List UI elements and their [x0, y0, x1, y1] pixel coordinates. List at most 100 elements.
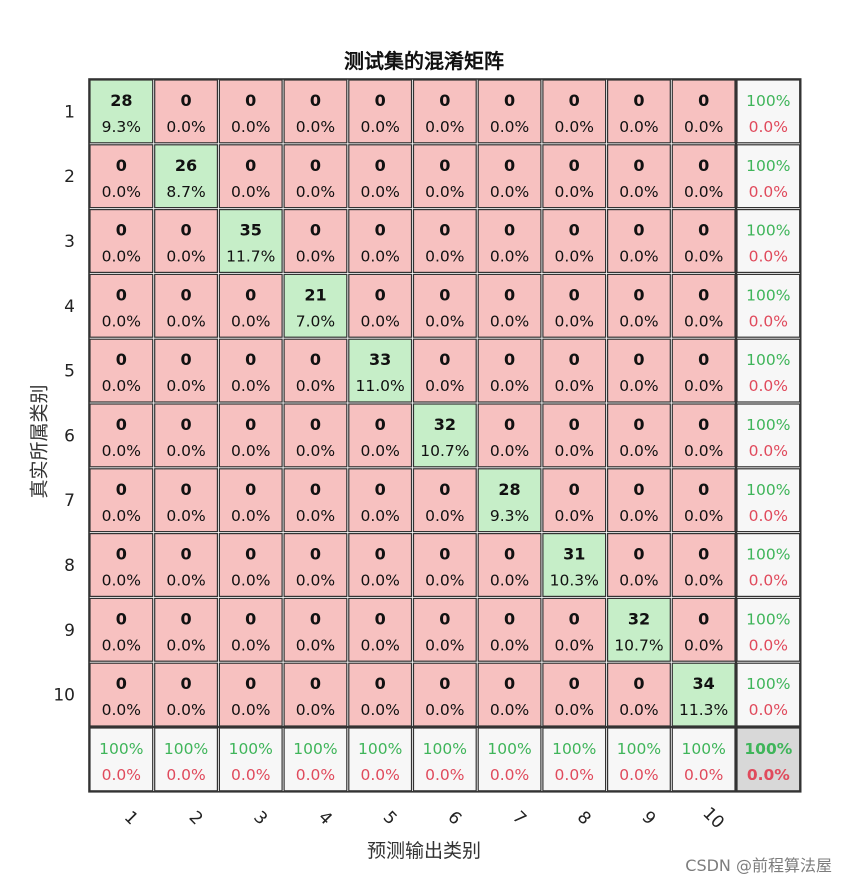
cell-percent: 0.0% [231, 572, 270, 590]
col-error-rate: 0.0% [555, 766, 594, 784]
row-miss-rate: 0.0% [749, 118, 788, 136]
cell-percent: 0.0% [166, 701, 205, 719]
cell-count: 0 [180, 674, 191, 693]
cell-percent: 0.0% [231, 507, 270, 525]
cell-count: 0 [504, 674, 515, 693]
error-cell [89, 662, 154, 727]
error-cell [154, 662, 218, 727]
cell-percent: 11.0% [356, 377, 405, 395]
error-cell [218, 662, 283, 727]
y-tick-label: 4 [64, 297, 75, 317]
correct-cell [542, 532, 607, 597]
cell-count: 0 [633, 415, 644, 434]
cell-count: 0 [504, 350, 515, 369]
error-cell [218, 338, 283, 403]
col-error-rate: 0.0% [360, 766, 399, 784]
error-cell [671, 79, 736, 144]
x-tick-label: 8 [573, 807, 595, 829]
cell-percent: 0.0% [231, 442, 270, 460]
error-cell [348, 209, 413, 274]
error-cell [154, 403, 218, 468]
cell-percent: 0.0% [490, 118, 529, 136]
cell-percent: 10.7% [614, 636, 663, 654]
cell-percent: 0.0% [684, 572, 723, 590]
error-cell [412, 597, 477, 662]
cell-count: 0 [439, 350, 450, 369]
cell-count: 0 [180, 221, 191, 240]
cell-count: 34 [693, 674, 715, 693]
error-cell [154, 209, 218, 274]
cell-percent: 0.0% [490, 442, 529, 460]
correct-cell [218, 209, 283, 274]
cell-count: 0 [504, 609, 515, 628]
overall-accuracy: 100% [744, 740, 792, 758]
cell-count: 0 [245, 609, 256, 628]
cell-count: 31 [563, 545, 585, 564]
col-error-rate: 0.0% [684, 766, 723, 784]
x-tick-label: 6 [443, 807, 465, 829]
cell-count: 0 [504, 545, 515, 564]
cell-count: 0 [310, 674, 321, 693]
cell-count: 0 [569, 285, 580, 304]
cell-percent: 0.0% [684, 377, 723, 395]
y-tick-label: 2 [64, 167, 75, 187]
cell-count: 0 [116, 415, 127, 434]
y-tick-label: 8 [64, 556, 75, 576]
cell-percent: 0.0% [425, 636, 464, 654]
error-cell [671, 209, 736, 274]
cell-count: 0 [116, 285, 127, 304]
cell-count: 0 [180, 350, 191, 369]
error-cell [412, 273, 477, 338]
cell-count: 0 [180, 91, 191, 110]
col-error-rate: 0.0% [231, 766, 270, 784]
col-summary-cell [477, 727, 542, 792]
row-recall: 100% [746, 286, 790, 304]
error-cell [348, 662, 413, 727]
error-cell [283, 79, 348, 144]
y-axis-label: 真实所属类别 [28, 384, 51, 499]
col-precision: 100% [681, 740, 725, 758]
error-cell [154, 338, 218, 403]
error-cell [218, 403, 283, 468]
cell-percent: 0.0% [360, 507, 399, 525]
cell-count: 0 [698, 609, 709, 628]
cell-percent: 0.0% [231, 377, 270, 395]
cell-count: 0 [698, 285, 709, 304]
cell-percent: 0.0% [619, 572, 658, 590]
y-tick-label: 9 [64, 621, 75, 641]
row-recall: 100% [746, 675, 790, 693]
cell-count: 0 [116, 545, 127, 564]
col-precision: 100% [487, 740, 531, 758]
error-cell [218, 597, 283, 662]
col-summary-cell [542, 727, 607, 792]
cell-count: 0 [633, 674, 644, 693]
error-cell [542, 403, 607, 468]
col-precision: 100% [552, 740, 596, 758]
col-summary-cell [89, 727, 154, 792]
cell-percent: 0.0% [102, 701, 141, 719]
x-tick-label: 5 [379, 807, 401, 829]
cell-percent: 0.0% [296, 248, 335, 266]
error-cell [283, 403, 348, 468]
cell-count: 0 [310, 350, 321, 369]
cell-percent: 0.0% [231, 118, 270, 136]
error-cell [412, 144, 477, 209]
cell-count: 0 [180, 415, 191, 434]
col-error-rate: 0.0% [296, 766, 335, 784]
cell-count: 0 [439, 156, 450, 175]
error-cell [283, 662, 348, 727]
cell-percent: 0.0% [102, 636, 141, 654]
error-cell [348, 403, 413, 468]
error-cell [542, 662, 607, 727]
error-cell [542, 273, 607, 338]
error-cell [542, 597, 607, 662]
cell-count: 0 [504, 415, 515, 434]
cell-percent: 0.0% [619, 183, 658, 201]
error-cell [671, 403, 736, 468]
error-cell [89, 403, 154, 468]
cell-count: 0 [116, 350, 127, 369]
row-miss-rate: 0.0% [749, 636, 788, 654]
cell-percent: 0.0% [555, 442, 594, 460]
cell-count: 0 [633, 221, 644, 240]
cell-percent: 0.0% [296, 377, 335, 395]
